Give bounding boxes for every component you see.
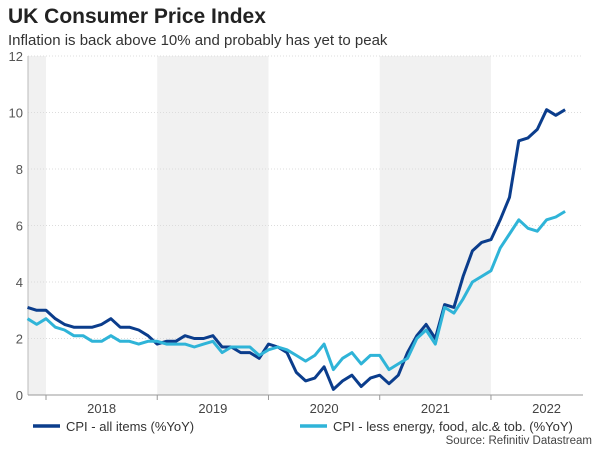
x-tick-label: 2022	[532, 401, 561, 416]
chart-title: UK Consumer Price Index	[8, 5, 266, 28]
y-tick-label: 10	[9, 106, 23, 121]
x-tick-label: 2019	[198, 401, 227, 416]
y-tick-label: 8	[16, 162, 23, 177]
x-tick-label: 2018	[87, 401, 116, 416]
x-tick-label: 2020	[310, 401, 339, 416]
legend-label: CPI - less energy, food, alc.& tob. (%Yo…	[333, 419, 573, 434]
y-tick-label: 6	[16, 219, 23, 234]
y-tick-label: 12	[9, 49, 23, 64]
x-tick-label: 2021	[421, 401, 450, 416]
y-tick-label: 0	[16, 388, 23, 403]
legend-label: CPI - all items (%YoY)	[66, 419, 194, 434]
chart-subtitle: Inflation is back above 10% and probably…	[8, 32, 388, 49]
y-tick-label: 2	[16, 332, 23, 347]
source-note: Source: Refinitiv Datastream	[445, 435, 592, 447]
y-tick-label: 4	[16, 275, 23, 290]
